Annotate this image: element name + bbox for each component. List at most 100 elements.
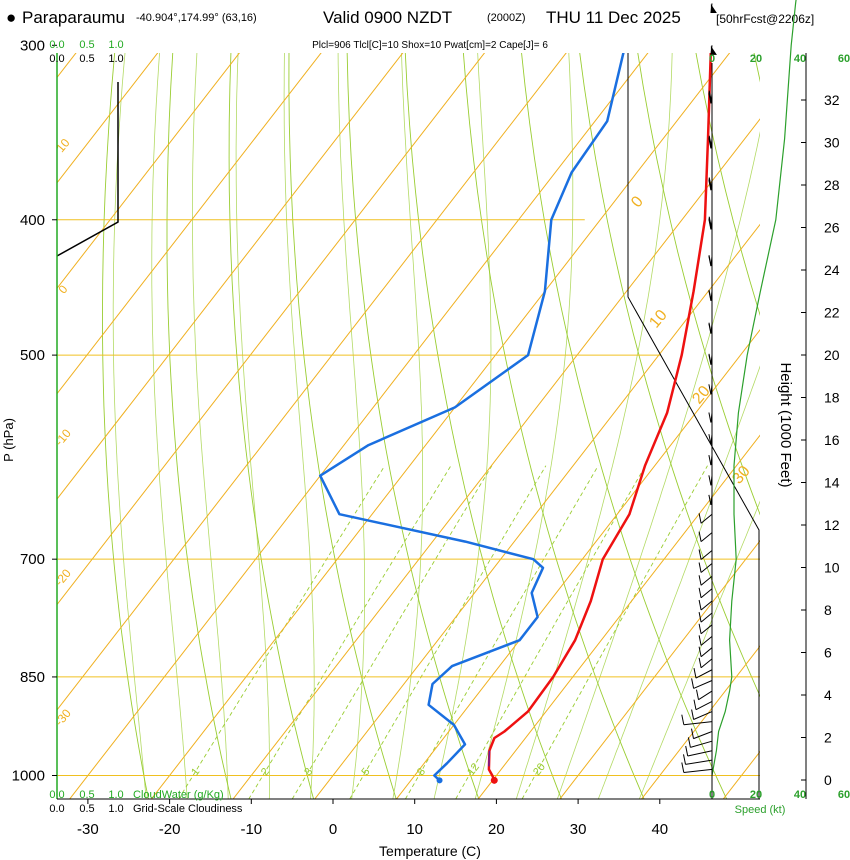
cloudiness-tick-label: 1.0: [108, 53, 123, 65]
dry-adiabat: [521, 53, 728, 799]
wind-speed-profile-line: [711, 0, 797, 776]
isotherm-line: [57, 53, 240, 290]
temperature-tick-label: -30: [77, 821, 99, 838]
isotherm-label: 0: [628, 193, 647, 211]
speed-tick-label: 0: [709, 53, 715, 65]
speed-axis-label: Speed (kt): [735, 804, 786, 816]
moist-adiabat: [337, 53, 366, 799]
cloud-water-tick-label: 0.5: [79, 39, 94, 51]
pressure-tick-label: 700: [20, 551, 45, 568]
pressure-tick-label: 500: [20, 347, 45, 364]
speed-tick-label: 20: [750, 789, 762, 801]
wind-barb: [698, 587, 713, 599]
dry-adiabat: [637, 53, 760, 516]
height-tick-label: 24: [824, 262, 840, 278]
isotherm-label: 20: [689, 383, 714, 408]
mixing-ratio-label: 12: [465, 761, 482, 778]
speed-tick-label: 40: [794, 789, 806, 801]
height-tick-label: 32: [824, 92, 840, 108]
pressure-tick-label: 1000: [12, 768, 45, 785]
height-tick-label: 26: [824, 220, 840, 236]
mixing-ratio-line: [349, 465, 547, 799]
dry-adiabat: [579, 53, 760, 698]
wind-barb: [687, 737, 713, 748]
height-tick-label: 14: [824, 475, 840, 491]
forecast-date: THU 11 Dec 2025: [546, 8, 681, 27]
mixing-ratio-line: [178, 465, 386, 799]
moist-adiabat: [112, 53, 147, 799]
wind-barb: [698, 513, 713, 524]
pressure-tick-label: 850: [20, 669, 45, 686]
wind-barb: [698, 531, 713, 542]
zulu-time: (2000Z): [487, 12, 526, 24]
wind-barb: [698, 657, 713, 669]
mixing-ratio-line: [291, 465, 493, 799]
dry-adiabat: [695, 53, 760, 317]
height-tick-label: 28: [824, 177, 840, 193]
cloudiness-tick-label: 0.5: [79, 53, 94, 65]
wind-barb: [683, 754, 713, 765]
temperature-tick-label: 40: [651, 821, 668, 838]
wind-barb: [708, 135, 713, 149]
wind-barb: [698, 635, 713, 646]
wind-barb: [691, 678, 713, 689]
moist-adiabat: [283, 53, 315, 799]
speed-tick-label: 20: [750, 53, 762, 65]
isotherm-line: [559, 539, 760, 799]
moist-adiabat: [638, 500, 760, 799]
isotherm-line: [232, 118, 760, 799]
cloudiness-label: Grid-Scale Cloudiness: [133, 803, 243, 815]
moist-adiabat: [556, 131, 760, 799]
temperature-tick-label: -20: [159, 821, 181, 838]
wind-barb: [698, 562, 713, 573]
temperature-tick-label: 0: [329, 821, 337, 838]
wind-barb: [696, 689, 713, 701]
isotherm-line: [57, 53, 77, 79]
wind-barb: [698, 549, 713, 560]
speed-tick-label: 40: [794, 53, 806, 65]
isotherm-label: 10: [53, 136, 73, 155]
isotherm-label: -20: [52, 566, 74, 589]
mixing-ratio-line: [404, 465, 599, 799]
temperature-tick-label: 20: [488, 821, 505, 838]
y-axis-label: P (hPa): [1, 418, 16, 462]
moist-adiabat: [235, 53, 270, 799]
isotherm-line: [57, 53, 404, 500]
moist-adiabat: [474, 53, 574, 799]
moist-adiabat: [151, 53, 188, 799]
dry-adiabat: [166, 53, 232, 799]
dry-adiabat: [102, 53, 149, 799]
isotherm-label: 10: [646, 307, 671, 332]
wind-barb: [691, 709, 713, 720]
height-tick-label: 22: [824, 305, 840, 321]
temperature-tick-label: 30: [570, 821, 587, 838]
surface-dewpoint-marker: [436, 777, 443, 784]
height-tick-label: 12: [824, 517, 840, 533]
isotherm-line: [395, 329, 760, 799]
cloudiness-tick-label: 0.0: [49, 53, 64, 65]
wind-barb: [698, 575, 713, 586]
wind-barb: [698, 599, 713, 611]
dry-adiabat: [404, 53, 562, 799]
wind-barb: [691, 728, 713, 740]
mixing-ratio-label: 2: [259, 766, 272, 778]
cloudiness-tick-label: 0.0: [49, 803, 64, 815]
speed-tick-label: 60: [838, 53, 850, 65]
isotherm-line: [0, 0, 105, 805]
wind-barb: [710, 45, 717, 55]
temperature-profile-line: [487, 53, 713, 781]
height-tick-label: 10: [824, 560, 840, 576]
wind-barb: [681, 714, 713, 726]
cloud-water-tick-label: 0.0: [49, 789, 64, 801]
wind-barb: [708, 177, 713, 191]
valid-time: Valid 0900 NZDT: [323, 8, 453, 27]
height-tick-label: 2: [824, 730, 832, 746]
cloud-water-tick-label: 1.0: [108, 789, 123, 801]
wind-barb: [693, 699, 713, 711]
cloud-water-tick-label: 0.5: [79, 789, 94, 801]
dewpoint-profile-line: [318, 53, 625, 782]
station-name: Paraparaumu: [22, 8, 126, 27]
isotherm-line: [57, 53, 486, 606]
parcel-path-line: [488, 750, 491, 767]
